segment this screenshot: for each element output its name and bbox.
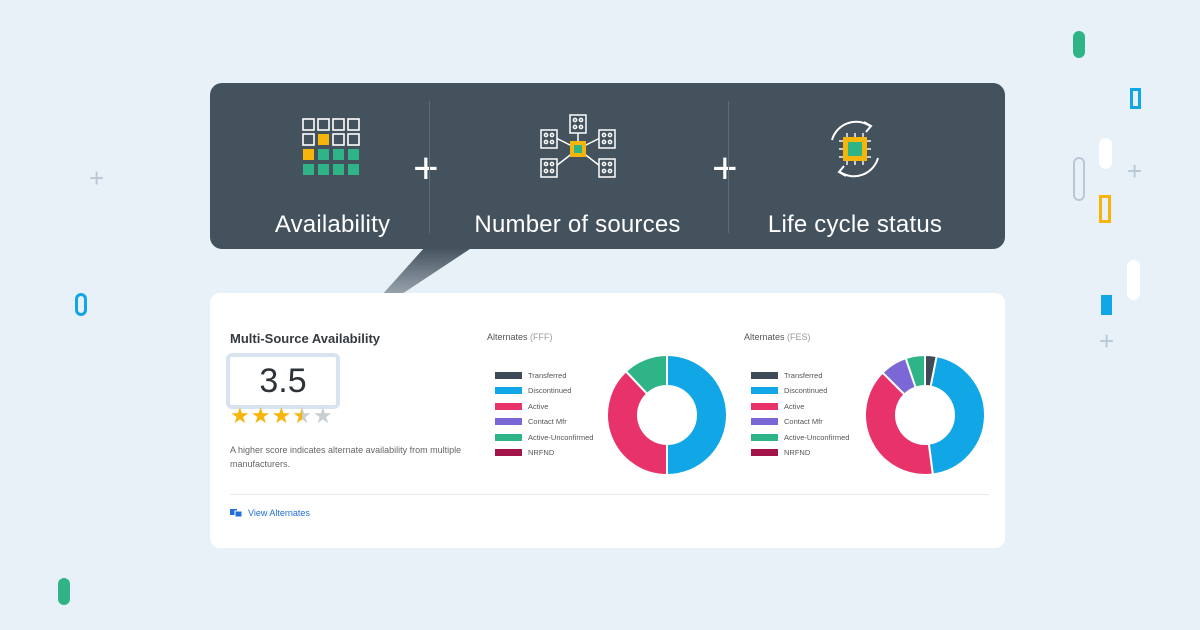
alternates-icon <box>230 509 243 518</box>
view-alternates-link[interactable]: View Alternates <box>230 508 310 518</box>
donut-chart-fes <box>864 353 986 476</box>
legend-label: Contact Mfr <box>784 417 823 427</box>
chart-title-text: Alternates <box>744 332 785 342</box>
chart-subtitle: (FFF) <box>530 332 553 342</box>
legend-item: Contact Mfr <box>495 416 593 429</box>
legend-item: Active <box>495 400 593 413</box>
legend-swatch <box>751 449 778 457</box>
legend-swatch <box>495 418 522 426</box>
legend-label: NRFND <box>784 448 811 458</box>
donut-slice-active-unconfirmed <box>624 353 668 396</box>
legend-item: Contact Mfr <box>751 416 849 429</box>
plus-sign: + <box>712 144 738 193</box>
msa-card: Multi-Source Availability 3.5 ★ ★ ★ ★ ★ A hi… <box>210 293 1005 548</box>
legend-label: NRFND <box>528 448 555 458</box>
msa-title: Multi-Source Availability <box>230 331 381 346</box>
view-alternates-label: View Alternates <box>248 508 310 518</box>
feature-label-availability: Availability <box>274 211 391 238</box>
star-empty-icon: ★ <box>312 403 333 428</box>
legend-label: Contact Mfr <box>528 417 567 427</box>
legend-item: Active <box>751 400 849 413</box>
legend-label: Transferred <box>528 370 567 380</box>
star-full-icon: ★ <box>230 403 250 428</box>
decor-plus: + <box>1127 156 1143 186</box>
chart-legend-fes: Transferred Discontinued Active Contact Mfr… <box>751 369 849 459</box>
chart-title-fes: Alternates (FES) <box>744 332 811 342</box>
legend-label: Active-Unconfirmed <box>784 432 850 442</box>
legend-item: Discontinued <box>495 385 593 398</box>
legend-swatch <box>751 371 778 379</box>
legend-swatch <box>495 449 522 457</box>
legend-label: Transferred <box>784 370 823 380</box>
feature-label-sources: Number of sources <box>474 211 681 238</box>
legend-swatch <box>495 387 522 395</box>
chart-legend-fff: Transferred Discontinued Active Contact Mfr… <box>495 369 593 459</box>
chart-title-fff: Alternates (FFF) <box>487 332 553 342</box>
donut-chart-fff <box>606 353 728 477</box>
decor-blue-square <box>1101 295 1112 315</box>
chart-subtitle: (FES) <box>787 332 811 342</box>
legend-item: Transferred <box>751 369 849 382</box>
legend-item: Discontinued <box>751 385 849 398</box>
decor-yellow-outline <box>1099 195 1111 223</box>
decor-blue-outline <box>1130 88 1141 109</box>
availability-grid-icon <box>301 117 365 181</box>
msa-description: A higher score indicates alternate avail… <box>230 445 462 469</box>
sources-network-icon <box>538 114 618 181</box>
donut-slice-active <box>864 371 934 476</box>
legend-item: Transferred <box>495 369 593 382</box>
legend-swatch <box>751 418 778 426</box>
decor-white-pill-2 <box>1127 260 1140 300</box>
card-divider <box>230 494 989 495</box>
feature-label-lifecycle: Life cycle status <box>767 211 943 238</box>
legend-item: Active-Unconfirmed <box>751 431 849 444</box>
donut-slice-active <box>606 369 668 477</box>
legend-swatch <box>495 402 522 410</box>
feature-banner: Availability + <box>210 83 1005 249</box>
legend-item: NRFND <box>495 447 593 460</box>
decor-blue-outline-pill <box>75 293 87 316</box>
chart-title-text: Alternates <box>487 332 528 342</box>
donut-slice-discontinued <box>927 354 986 476</box>
legend-swatch <box>751 402 778 410</box>
feature-sources: Number of sources <box>460 83 695 249</box>
banner-divider <box>728 101 729 233</box>
donut-slice-discontinued <box>666 353 728 477</box>
legend-item: NRFND <box>751 447 849 460</box>
feature-availability: Availability <box>265 83 400 249</box>
legend-label: Active-Unconfirmed <box>528 432 594 442</box>
legend-swatch <box>495 433 522 441</box>
legend-swatch <box>751 387 778 395</box>
decor-plus: + <box>1099 326 1115 356</box>
decor-green-pill-2 <box>58 578 70 605</box>
star-half-icon: ★ <box>292 403 312 428</box>
decor-white-pill <box>1099 138 1112 169</box>
plus-sign: + <box>413 144 439 193</box>
star-full-icon: ★ <box>271 403 292 428</box>
banner-divider <box>429 101 430 233</box>
legend-swatch <box>495 371 522 379</box>
lifecycle-chip-icon <box>820 117 890 181</box>
decor-plus: + <box>89 163 105 193</box>
star-full-icon: ★ <box>250 403 271 428</box>
legend-label: Active <box>784 401 805 411</box>
decor-green-pill <box>1073 31 1085 58</box>
feature-lifecycle: Life cycle status <box>755 83 955 249</box>
legend-label: Discontinued <box>528 386 572 396</box>
donut-slice-active-unconfirmed <box>904 353 926 389</box>
legend-label: Active <box>528 401 549 411</box>
legend-swatch <box>751 433 778 441</box>
decor-grey-outline-pill <box>1073 157 1085 201</box>
star-rating: ★ ★ ★ ★ ★ <box>230 405 333 427</box>
legend-item: Active-Unconfirmed <box>495 431 593 444</box>
legend-label: Discontinued <box>784 386 828 396</box>
score-value: 3.5 <box>226 353 340 409</box>
